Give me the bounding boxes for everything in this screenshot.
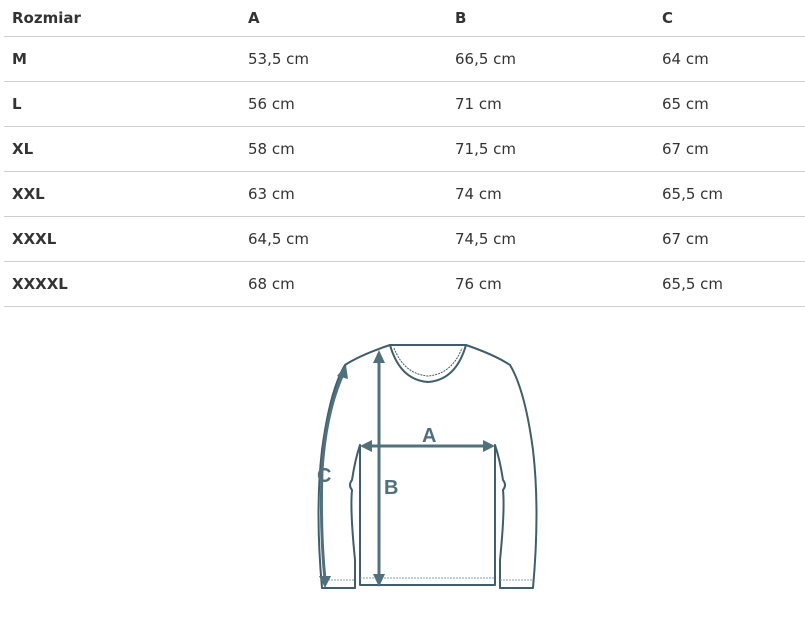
- measure-cell: 67 cm: [654, 216, 805, 262]
- measure-cell: 58 cm: [240, 126, 447, 172]
- hem-stitching: [322, 577, 533, 581]
- measure-cell: 63 cm: [240, 171, 447, 217]
- measure-cell: 68 cm: [240, 261, 447, 307]
- table-row: L 56 cm 71 cm 65 cm: [4, 81, 805, 127]
- measure-c-arrowhead-top: [337, 365, 348, 379]
- measure-cell: 65,5 cm: [654, 171, 805, 217]
- table-row: XXL 63 cm 74 cm 65,5 cm: [4, 171, 805, 217]
- table-row: XXXXL 68 cm 76 cm 65,5 cm: [4, 261, 805, 307]
- measure-c-line: [319, 371, 346, 581]
- table-row: XL 58 cm 71,5 cm 67 cm: [4, 126, 805, 172]
- size-table: Rozmiar A B C M 53,5 cm 66,5 cm 64 cm L 56 cm…: [4, 0, 805, 307]
- measure-b-arrowhead-bottom: [373, 574, 385, 587]
- size-cell: L: [4, 81, 240, 127]
- measure-cell: 65 cm: [654, 81, 805, 127]
- measure-cell: 53,5 cm: [240, 36, 447, 82]
- measure-cell: 67 cm: [654, 126, 805, 172]
- measure-a-arrowhead-right: [483, 440, 495, 452]
- size-cell: XXXXL: [4, 261, 240, 307]
- sweater-outline: [317, 344, 538, 589]
- size-cell: M: [4, 36, 240, 82]
- table-row: M 53,5 cm 66,5 cm 64 cm: [4, 36, 805, 82]
- measure-cell: 76 cm: [447, 261, 654, 307]
- measure-cell: 64,5 cm: [240, 216, 447, 262]
- collar: [389, 344, 467, 383]
- header-a: A: [240, 0, 447, 37]
- size-cell: XL: [4, 126, 240, 172]
- measure-cell: 71,5 cm: [447, 126, 654, 172]
- label-a: A: [422, 425, 436, 447]
- measure-cell: 71 cm: [447, 81, 654, 127]
- size-cell: XXL: [4, 171, 240, 217]
- label-c: C: [317, 465, 331, 487]
- measure-cell: 65,5 cm: [654, 261, 805, 307]
- measure-a-arrowhead-left: [360, 440, 372, 452]
- table-row: XXXL 64,5 cm 74,5 cm 67 cm: [4, 216, 805, 262]
- header-c: C: [654, 0, 805, 37]
- measure-cell: 74 cm: [447, 171, 654, 217]
- sweater-diagram: A B C: [317, 344, 538, 589]
- measure-cell: 56 cm: [240, 81, 447, 127]
- size-cell: XXXL: [4, 216, 240, 262]
- label-b: B: [384, 477, 398, 499]
- header-size: Rozmiar: [4, 0, 240, 37]
- header-b: B: [447, 0, 654, 37]
- measure-c-arrowhead-bottom: [319, 576, 331, 588]
- measure-b-arrowhead-top: [373, 350, 385, 363]
- measure-cell: 64 cm: [654, 36, 805, 82]
- collar-stitching: [393, 347, 463, 377]
- table-header-row: Rozmiar A B C: [4, 0, 805, 37]
- measure-cell: 74,5 cm: [447, 216, 654, 262]
- measure-cell: 66,5 cm: [447, 36, 654, 82]
